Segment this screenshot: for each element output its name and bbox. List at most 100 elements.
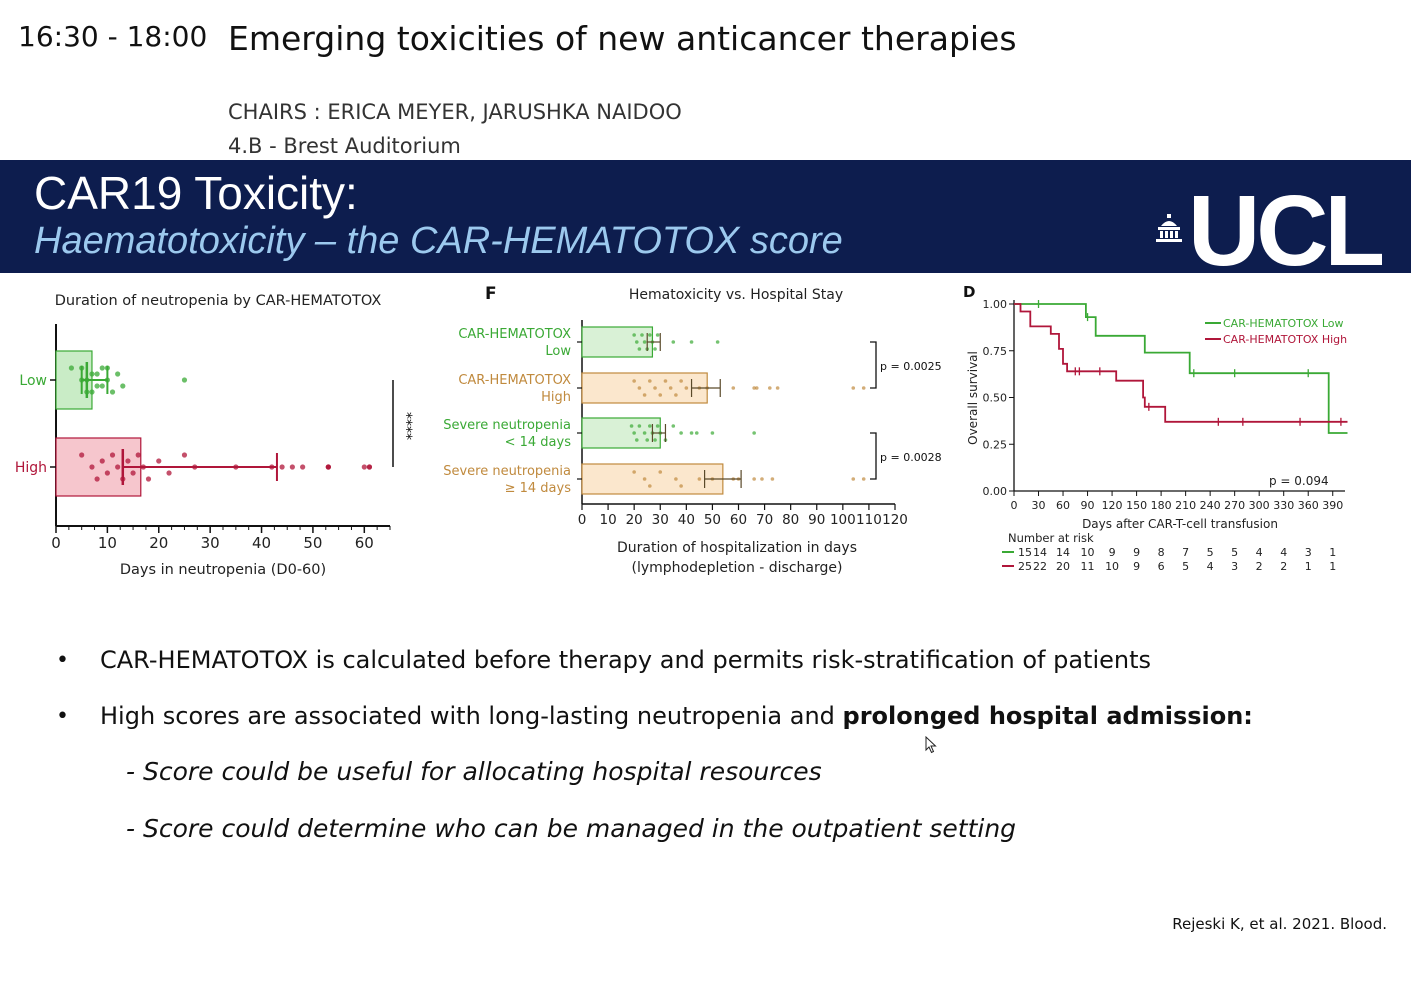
x-axis-label: Duration of hospitalization in days	[617, 540, 857, 556]
risk-value: 5	[1207, 546, 1214, 559]
data-point	[715, 340, 720, 344]
data-point	[145, 476, 152, 482]
data-point	[770, 477, 775, 481]
slide-title: CAR19 Toxicity:	[34, 167, 358, 219]
risk-value: 14	[1056, 546, 1070, 559]
ucl-dome-icon	[1156, 214, 1182, 242]
x-tick-label: 30	[1032, 499, 1046, 512]
data-point	[109, 389, 116, 395]
x-tick-label: 80	[782, 512, 799, 528]
data-point	[279, 464, 285, 470]
data-point	[851, 477, 856, 481]
x-tick-label: 0	[578, 512, 587, 528]
data-point	[655, 424, 660, 428]
risk-value: 4	[1280, 546, 1287, 559]
data-point	[640, 333, 644, 337]
risk-value: 22	[1033, 560, 1047, 573]
x-tick-label: 30	[652, 512, 669, 528]
slide-banner: CAR19 Toxicity: Haematotoxicity – the CA…	[0, 160, 1411, 273]
data-point	[663, 379, 668, 383]
data-point	[634, 340, 639, 344]
panel-letter: F	[485, 284, 497, 304]
risk-table-label: Number at risk	[1008, 531, 1094, 545]
data-point	[648, 379, 652, 383]
x-tick-label: 60	[730, 512, 747, 528]
data-point	[674, 393, 678, 397]
y-axis-label: Overall survival	[966, 351, 980, 445]
data-point	[89, 464, 95, 470]
data-point	[632, 379, 636, 383]
hospital-stay-chart: F Hematoxicity vs. Hospital Stay 0 10 20 30 40…	[443, 284, 941, 576]
x-tick-label: 30	[201, 534, 220, 552]
data-point	[775, 386, 780, 390]
category-label: High	[541, 390, 571, 405]
risk-value: 1	[1329, 560, 1336, 573]
data-point	[679, 484, 683, 488]
risk-value: 7	[1182, 546, 1189, 559]
legend-label: CAR-HEMATOTOX Low	[1223, 317, 1344, 330]
legend-label: CAR-HEMATOTOX High	[1223, 333, 1347, 346]
risk-value: 9	[1133, 546, 1140, 559]
x-tick-label: 10	[599, 512, 616, 528]
x-tick-label: 100	[830, 512, 856, 528]
bullet-2-bold: prolonged hospital admission:	[842, 702, 1253, 730]
data-point	[361, 464, 367, 470]
data-point	[668, 386, 673, 390]
x-tick-label: 210	[1175, 499, 1196, 512]
risk-value: 2	[1256, 560, 1263, 573]
data-point	[94, 371, 100, 377]
data-point	[289, 464, 295, 470]
risk-value: 10	[1105, 560, 1119, 573]
data-point	[79, 452, 85, 458]
data-point	[642, 393, 647, 397]
data-point	[634, 438, 639, 442]
risk-value: 4	[1207, 560, 1214, 573]
data-point	[648, 424, 652, 428]
bar	[581, 372, 708, 404]
data-point	[697, 477, 702, 481]
data-point	[679, 379, 683, 383]
session-chairs: CHAIRS : ERICA MEYER, JARUSHKA NAIDOO	[228, 100, 682, 124]
x-axis-label-2: (lymphodepletion - discharge)	[632, 560, 843, 576]
data-point	[300, 464, 306, 470]
category-label: < 14 days	[505, 435, 572, 450]
bullet-1: CAR-HEMATOTOX is calculated before thera…	[100, 646, 1152, 674]
survival-line-high	[1014, 303, 1348, 423]
risk-value: 1	[1329, 546, 1336, 559]
mouse-cursor-icon	[925, 736, 937, 754]
data-point	[674, 477, 678, 481]
p-value-bracket	[870, 341, 877, 389]
bullet-marker: •	[56, 648, 69, 673]
data-point	[99, 365, 105, 371]
data-point	[689, 340, 694, 344]
x-tick-label: 60	[355, 534, 374, 552]
data-point	[653, 438, 657, 442]
data-point	[94, 476, 100, 482]
data-point	[637, 347, 642, 351]
y-tick-label: 0.25	[983, 438, 1008, 451]
risk-value: 1	[1305, 560, 1312, 573]
bullet-2: High scores are associated with long-las…	[100, 702, 1253, 730]
data-point	[156, 458, 162, 464]
bar	[581, 417, 661, 449]
x-tick-label: 110	[856, 512, 882, 528]
data-point	[694, 431, 699, 435]
x-tick-label: 10	[98, 534, 117, 552]
risk-value: 6	[1158, 560, 1165, 573]
risk-value: 11	[1081, 560, 1095, 573]
data-point	[655, 333, 660, 337]
x-tick-label: 40	[678, 512, 695, 528]
data-point	[653, 347, 657, 351]
data-point	[658, 393, 663, 397]
x-tick-label: 20	[626, 512, 643, 528]
data-point	[366, 464, 373, 470]
risk-value: 10	[1081, 546, 1095, 559]
x-tick-label: 240	[1200, 499, 1221, 512]
category-label: Severe neutropenia	[443, 418, 571, 433]
data-point	[632, 431, 636, 435]
x-tick-label: 270	[1224, 499, 1245, 512]
risk-value: 9	[1133, 560, 1140, 573]
data-point	[115, 464, 121, 470]
bar	[581, 463, 724, 495]
category-label: Severe neutropenia	[443, 464, 571, 479]
